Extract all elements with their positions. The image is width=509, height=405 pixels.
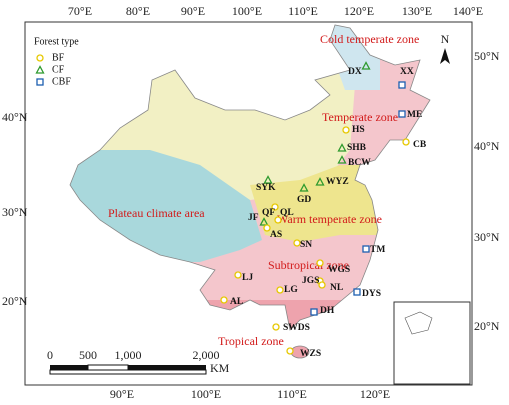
legend-title: Forest type <box>34 36 79 47</box>
site-label: WGS <box>328 265 350 275</box>
site-label: SHB <box>347 143 367 153</box>
axis-label: 90°E <box>110 387 134 401</box>
scale-label: 1,000 <box>115 348 142 362</box>
site-label: JGS <box>302 276 319 286</box>
zone-label: Plateau climate area <box>108 206 205 220</box>
marker-bf <box>276 286 284 294</box>
inset <box>393 301 471 385</box>
marker-bf <box>234 271 242 279</box>
scale-label: 0 <box>47 348 53 362</box>
site-label: ME <box>407 110 422 120</box>
marker-cbf <box>310 308 318 316</box>
axis-label: 50°N <box>474 49 500 63</box>
zone-label: Warm temperate zone <box>277 212 382 226</box>
marker-cf <box>315 177 325 186</box>
marker-cf <box>263 175 273 184</box>
site-label: NL <box>330 283 343 293</box>
marker-bf <box>342 126 350 134</box>
marker-bf <box>318 281 326 289</box>
site-label: DH <box>320 306 335 316</box>
site-label: BCW <box>348 158 371 168</box>
site-label: DX <box>348 67 362 77</box>
axis-label: 40°N <box>474 139 500 153</box>
marker-bf <box>286 347 294 355</box>
site-label: SWDS <box>283 323 310 333</box>
site-label: DYS <box>362 289 381 299</box>
marker-cbf <box>353 288 361 296</box>
marker-cbf <box>36 78 44 86</box>
marker-bf <box>293 239 301 247</box>
axis-label: 80°E <box>126 4 150 18</box>
legend-item: BF <box>52 52 65 63</box>
marker-cf <box>259 217 269 226</box>
marker-bf <box>220 296 228 304</box>
site-label: QL <box>280 208 294 218</box>
marker-cf <box>35 65 45 74</box>
marker-cf <box>299 183 309 192</box>
site-label: LJ <box>242 273 253 283</box>
scale-bar <box>49 364 207 375</box>
scale-unit: KM <box>210 361 230 375</box>
axis-label: 120°E <box>344 4 374 18</box>
north-label: N <box>441 32 450 46</box>
marker-bf <box>272 323 280 331</box>
axis-label: 30°N <box>2 205 28 219</box>
axis-label: 20°N <box>474 319 500 333</box>
site-label: JF <box>248 213 259 223</box>
axis-label: 20°N <box>2 294 28 308</box>
axis-label: 110°E <box>277 387 307 401</box>
axis-label: 100°E <box>191 387 221 401</box>
axis-label: 40°N <box>2 110 28 124</box>
site-label: QF <box>262 208 275 218</box>
marker-cbf <box>362 245 370 253</box>
axis-label: 100°E <box>232 4 262 18</box>
marker-bf <box>316 259 324 267</box>
scale-label: 2,000 <box>193 348 220 362</box>
site-label: XX <box>400 67 414 77</box>
axis-label: 140°E <box>453 4 483 18</box>
marker-cbf <box>398 110 406 118</box>
north-arrow: N <box>440 32 450 64</box>
site-label: AS <box>270 230 282 240</box>
zone-label: Cold temperate zone <box>320 32 419 46</box>
scale-label: 500 <box>79 348 97 362</box>
site-label: GD <box>297 195 311 205</box>
legend-item: CF <box>52 64 65 75</box>
site-label: LG <box>284 285 298 295</box>
legend-item: CBF <box>52 76 71 87</box>
marker-cf <box>337 143 347 152</box>
axis-label: 30°N <box>474 230 500 244</box>
marker-cf <box>337 155 347 164</box>
axis-label: 70°E <box>68 4 92 18</box>
axis-label: 120°E <box>360 387 390 401</box>
zone-label: Temperate zone <box>322 110 398 124</box>
marker-cbf <box>398 81 406 89</box>
site-label: SYK <box>256 183 276 193</box>
marker-bf <box>263 224 271 232</box>
legend: Forest type <box>34 36 79 47</box>
site-label: WZS <box>300 349 321 359</box>
zone-label: Tropical zone <box>218 334 284 348</box>
marker-bf <box>36 54 44 62</box>
site-label: WYZ <box>326 177 349 187</box>
axis-label: 130°E <box>402 4 432 18</box>
site-label: SN <box>300 240 312 250</box>
site-label: HS <box>352 125 365 135</box>
marker-bf <box>274 216 282 224</box>
marker-bf <box>271 203 279 211</box>
marker-bf <box>402 138 410 146</box>
axis-label: 90°E <box>181 4 205 18</box>
site-label: CB <box>413 140 427 150</box>
axis-label: 110°E <box>288 4 318 18</box>
marker-cf <box>361 61 371 70</box>
site-label: AL <box>230 297 243 307</box>
zone-label: Subtropical zone <box>268 258 349 272</box>
site-label: TM <box>370 245 385 255</box>
